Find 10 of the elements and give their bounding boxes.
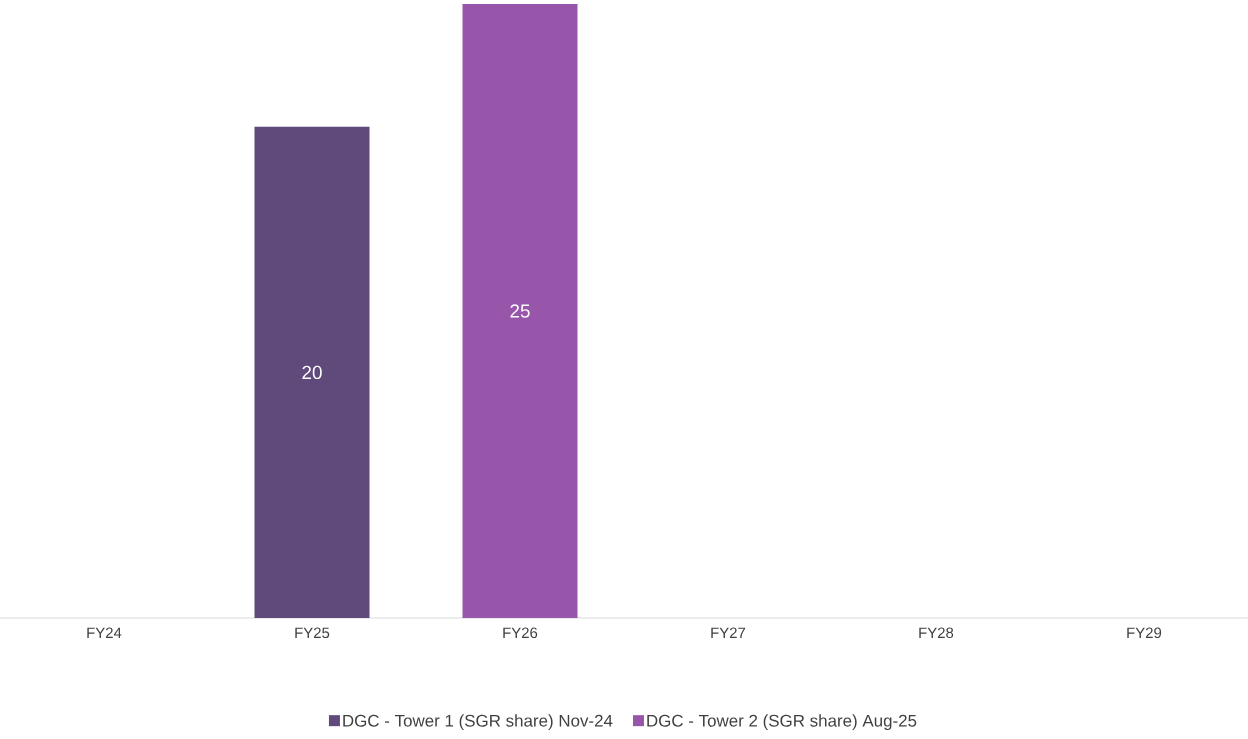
- legend-label: DGC - Tower 1 (SGR share) Nov-24: [343, 714, 613, 731]
- legend-label: DGC - Tower 2 (SGR share) Aug-25: [647, 714, 917, 731]
- x-tick-label: FY24: [87, 627, 122, 638]
- x-tick-label: FY25: [295, 627, 330, 639]
- x-tick-label: FY27: [711, 627, 746, 638]
- x-tick-label: FY26: [503, 627, 538, 639]
- data-label: 25: [510, 304, 530, 318]
- x-tick-label: FY29: [1127, 627, 1162, 639]
- data-label: 20: [302, 365, 322, 380]
- x-tick-label: FY28: [919, 627, 954, 639]
